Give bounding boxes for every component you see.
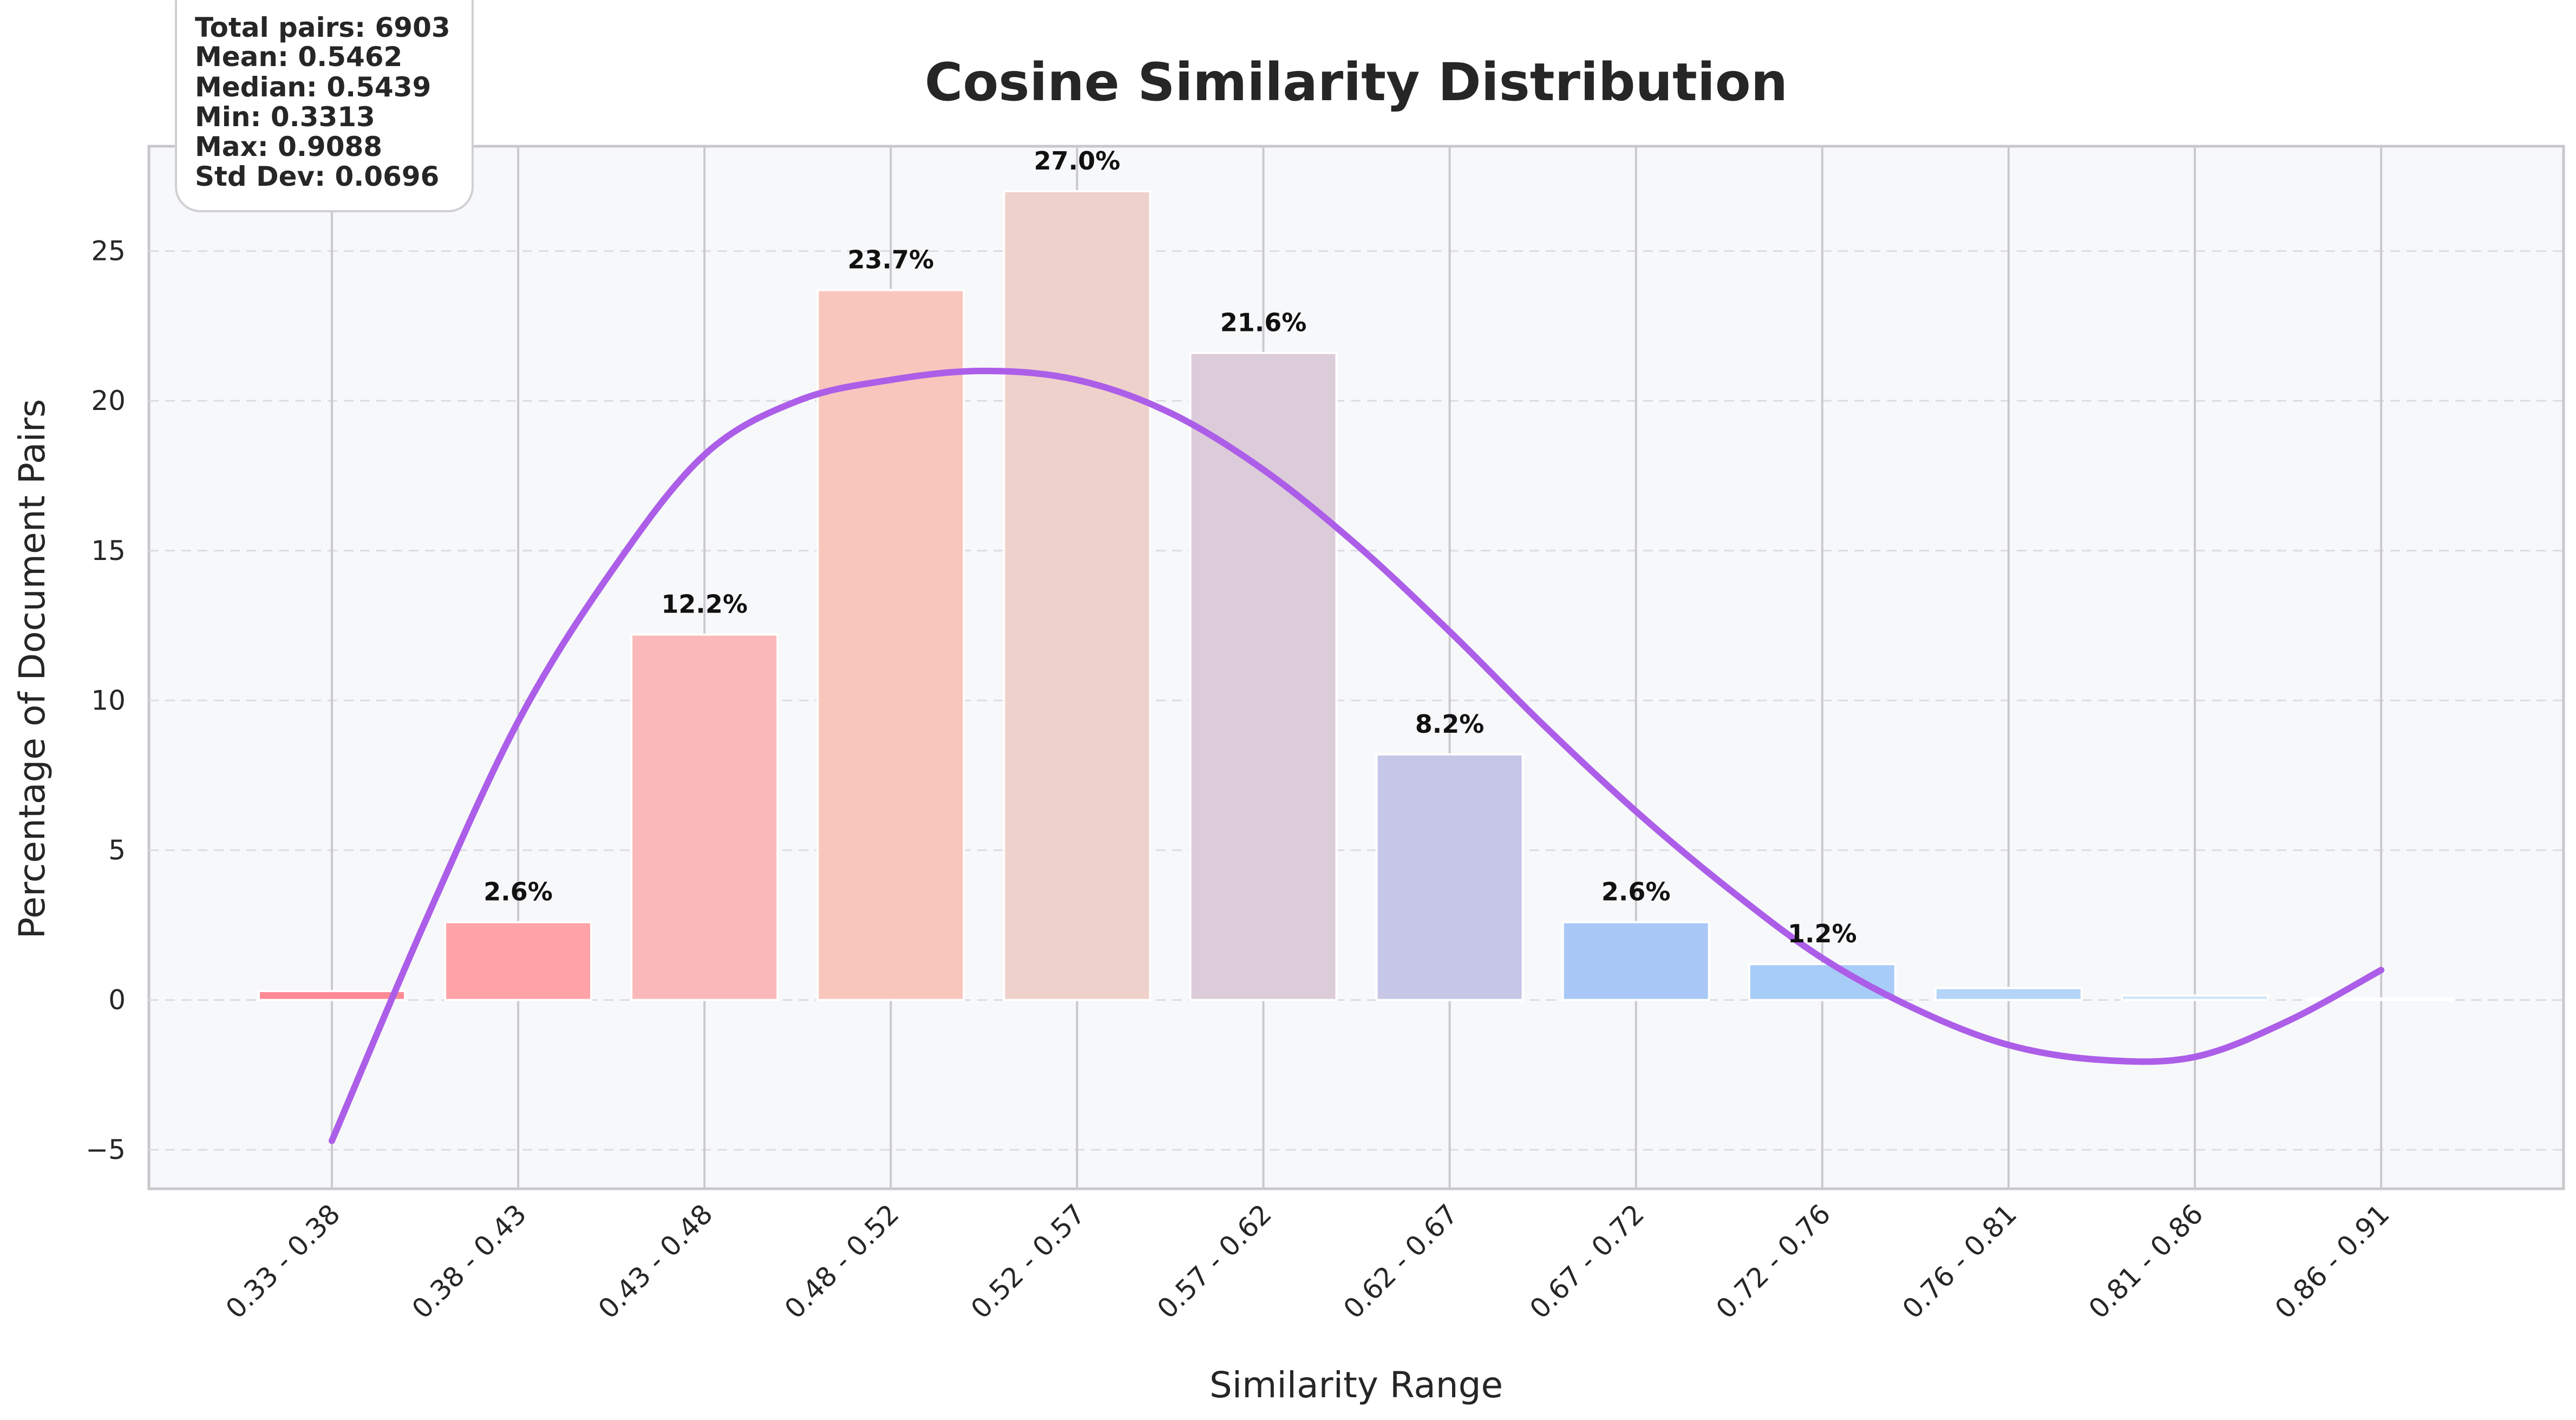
stats-box: Total pairs: 6903 Mean: 0.5462 Median: 0… (175, 0, 474, 212)
bar (816, 289, 965, 1001)
x-tick-label: 0.48 - 0.52 (779, 1198, 905, 1325)
x-tick-label: 0.67 - 0.72 (1524, 1198, 1650, 1325)
stats-median: Median: 0.5439 (195, 71, 431, 103)
plot-area (147, 145, 2565, 1190)
bar-value-label: 27.0% (1034, 146, 1121, 175)
bar (1748, 963, 1897, 1001)
x-tick-label: 0.86 - 0.91 (2269, 1198, 2396, 1325)
y-tick-label: 25 (91, 236, 126, 267)
stats-total-pairs: Total pairs: 6903 (195, 12, 450, 43)
y-tick-label: 0 (108, 985, 126, 1016)
bar-value-label: 12.2% (661, 590, 748, 619)
y-tick-label: −5 (86, 1134, 126, 1165)
x-tick-label: 0.38 - 0.43 (406, 1198, 533, 1325)
bar (2121, 994, 2269, 1001)
bars (258, 190, 2456, 1001)
y-tick-label: 15 (91, 535, 126, 566)
bar-value-label: 23.7% (848, 245, 934, 275)
x-tick-label: 0.57 - 0.62 (1151, 1198, 1278, 1325)
grid (149, 146, 2564, 1189)
bar (1375, 753, 1524, 1001)
bar (630, 633, 779, 1001)
bar (1189, 351, 1338, 1001)
x-tick-label: 0.76 - 0.81 (1897, 1198, 2023, 1325)
bar-value-label: 2.6% (1601, 877, 1671, 907)
x-tick-label: 0.62 - 0.67 (1337, 1198, 1464, 1325)
y-tick-label: 20 (91, 385, 126, 416)
fit-curve-line (329, 367, 2385, 1144)
x-axis-ticks: 0.33 - 0.38 0.38 - 0.43 0.43 - 0.48 0.48 - … (220, 1198, 2396, 1325)
bar-value-label: 1.2% (1788, 919, 1857, 948)
x-axis-label: Similarity Range (1209, 1364, 1503, 1406)
bar (1561, 921, 1710, 1001)
bar (1003, 190, 1152, 1001)
stats-std-dev: Std Dev: 0.0696 (195, 161, 439, 192)
bar (444, 921, 593, 1001)
x-tick-label: 0.81 - 0.86 (2083, 1198, 2209, 1325)
x-tick-label: 0.33 - 0.38 (220, 1198, 346, 1325)
chart-title: Cosine Similarity Distribution (925, 52, 1788, 113)
fit-curve (329, 367, 2385, 1144)
y-tick-label: 5 (108, 835, 126, 866)
stats-min: Min: 0.3313 (195, 101, 375, 133)
bar-value-label: 8.2% (1415, 709, 1485, 739)
bar (2307, 997, 2456, 1001)
x-tick-label: 0.43 - 0.48 (592, 1198, 719, 1325)
stats-max: Max: 0.9088 (195, 131, 382, 162)
bar (1934, 987, 2083, 1001)
x-tick-label: 0.52 - 0.57 (965, 1198, 1091, 1325)
bar-value-label: 2.6% (483, 877, 553, 907)
x-tick-label: 0.72 - 0.76 (1710, 1198, 1837, 1325)
y-axis-label: Percentage of Document Pairs (11, 399, 53, 939)
stats-mean: Mean: 0.5462 (195, 41, 402, 73)
stats-box-frame (175, 0, 474, 212)
bar-value-label: 21.6% (1220, 308, 1307, 337)
y-axis-ticks: −5 0 5 10 15 20 25 (86, 236, 126, 1165)
bar (258, 989, 406, 1001)
bar-labels: 2.6% 12.2% 23.7% 27.0% 21.6% 8.2% 2.6% 1.2% (483, 146, 1856, 948)
y-tick-label: 10 (91, 685, 126, 716)
